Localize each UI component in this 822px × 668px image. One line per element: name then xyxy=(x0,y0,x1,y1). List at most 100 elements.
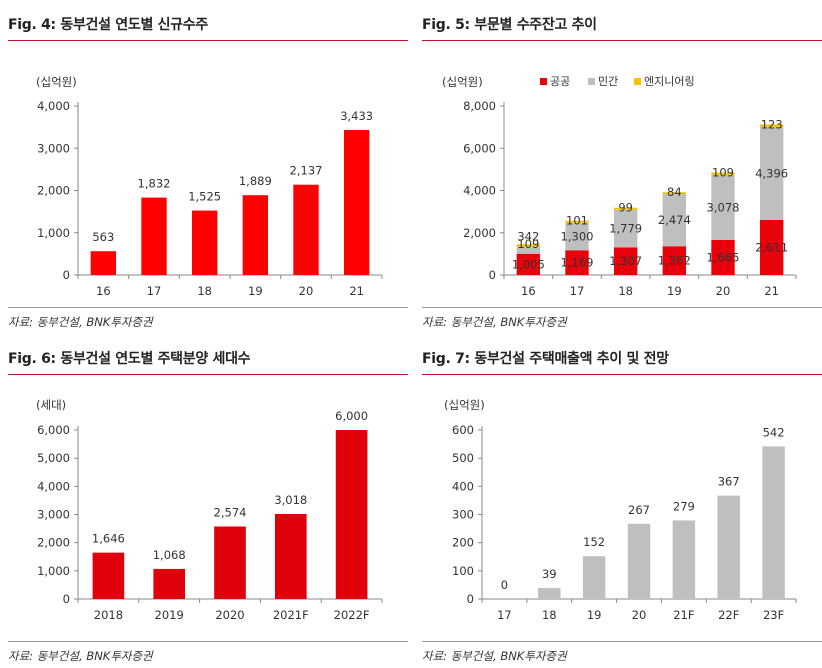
data-label: 367 xyxy=(718,475,740,489)
y-tick-label: 2,000 xyxy=(37,184,70,198)
source-rule xyxy=(422,307,822,308)
chart-title: Fig. 7: 동부건설 주택매출액 추이 및 전망 xyxy=(422,351,669,367)
bar xyxy=(141,197,167,275)
data-label: 0 xyxy=(501,578,508,592)
bar-segment-민간 xyxy=(565,222,589,251)
bar xyxy=(242,195,268,275)
data-label: 6,000 xyxy=(335,409,368,423)
bar xyxy=(627,523,651,599)
legend-swatch xyxy=(634,78,641,85)
bar-segment-엔지니어링 xyxy=(711,172,735,175)
y-tick-label: 8,000 xyxy=(463,99,496,113)
title-rule xyxy=(8,374,408,375)
x-tick-label: 17 xyxy=(570,284,585,298)
data-label: 4,396 xyxy=(755,166,788,180)
bar-segment-공공 xyxy=(662,246,687,275)
chart-title: Fig. 5: 부문별 수주잔고 추이 xyxy=(422,17,597,33)
data-label: 101 xyxy=(566,214,588,228)
y-tick-label: 2,000 xyxy=(37,536,70,550)
y-tick-label: 0 xyxy=(63,268,70,282)
bar-segment-엔지니어링 xyxy=(516,244,541,247)
legend-label: 공공 xyxy=(550,75,570,88)
x-tick-label: 21 xyxy=(349,284,364,298)
x-tick-label: 17 xyxy=(497,608,512,622)
data-label: 99 xyxy=(618,201,633,215)
data-label: 109 xyxy=(712,166,734,180)
x-tick-label: 20 xyxy=(632,608,647,622)
source-rule xyxy=(422,641,822,642)
bar xyxy=(344,129,370,275)
data-label: 563 xyxy=(92,230,114,244)
data-label: 279 xyxy=(673,499,695,513)
y-tick-label: 2,000 xyxy=(463,226,496,240)
title-rule xyxy=(422,40,822,41)
bar xyxy=(538,588,561,599)
fig5-panel: Fig. 5: 부문별 수주잔고 추이 (십억원) 0 2,000 4,000 6,00… xyxy=(422,14,822,334)
title-rule xyxy=(8,40,408,41)
y-tick-label: 300 xyxy=(452,508,474,522)
bar xyxy=(672,520,696,599)
y-tick-label: 1,000 xyxy=(37,564,70,578)
data-label: 1,068 xyxy=(153,548,186,562)
data-label: 1,665 xyxy=(707,250,740,264)
source-note: 자료: 동부건설, BNK투자증권 xyxy=(8,315,153,329)
y-tick-label: 400 xyxy=(452,479,474,493)
fig5-chart: (십억원) 0 2,000 4,000 6,000 8,000 16 17 18 19 20 21 공공… xyxy=(442,75,797,298)
x-tick-label: 18 xyxy=(542,608,557,622)
y-tick-label: 3,000 xyxy=(37,508,70,522)
bar xyxy=(293,184,319,275)
bar xyxy=(717,495,740,599)
y-unit-label: (십억원) xyxy=(36,75,77,89)
fig4-chart: (십억원) 0 1,000 2,000 3,000 4,000 16 17 18 19 20 21 56… xyxy=(36,75,383,298)
data-label: 1,169 xyxy=(561,256,594,270)
y-tick-label: 6,000 xyxy=(463,141,496,155)
bar-segment-엔지니어링 xyxy=(662,192,687,194)
y-tick-label: 100 xyxy=(452,564,474,578)
x-tick-label: 2021F xyxy=(273,608,309,622)
y-tick-label: 0 xyxy=(489,268,496,282)
bar xyxy=(92,552,125,599)
y-tick-label: 5,000 xyxy=(37,451,70,465)
x-tick-label: 2018 xyxy=(94,608,123,622)
bar-segment-민간 xyxy=(711,174,735,240)
x-tick-label: 21 xyxy=(764,284,779,298)
x-tick-label: 2020 xyxy=(215,608,244,622)
data-label: 542 xyxy=(763,425,785,439)
data-label: 2,611 xyxy=(755,240,788,254)
bar-segment-엔지니어링 xyxy=(613,207,638,210)
y-tick-label: 0 xyxy=(63,592,70,606)
data-label: 3,018 xyxy=(274,493,307,507)
y-tick-label: 4,000 xyxy=(37,479,70,493)
data-label: 1,889 xyxy=(239,174,272,188)
source-note: 자료: 동부건설, BNK투자증권 xyxy=(422,649,567,663)
data-label: 342 xyxy=(517,230,539,244)
data-label: 39 xyxy=(542,567,557,581)
x-tick-label: 2019 xyxy=(155,608,184,622)
bar xyxy=(274,513,307,599)
data-label: 3,078 xyxy=(707,200,740,214)
data-label: 2,574 xyxy=(214,505,247,519)
x-tick-label: 20 xyxy=(299,284,314,298)
data-label: 1,832 xyxy=(138,177,171,191)
y-tick-label: 500 xyxy=(452,451,474,465)
fig7-panel: Fig. 7: 동부건설 주택매출액 추이 및 전망 (십억원) 0 100 200 3… xyxy=(422,348,822,668)
chart-title: Fig. 6: 동부건설 연도별 주택분양 세대수 xyxy=(8,351,251,367)
y-tick-label: 600 xyxy=(452,423,474,437)
legend-swatch xyxy=(540,78,547,85)
data-label: 1,362 xyxy=(658,254,691,268)
data-label: 1,005 xyxy=(512,257,545,271)
data-label: 1,646 xyxy=(92,532,125,546)
y-tick-label: 0 xyxy=(467,592,474,606)
data-label: 123 xyxy=(761,117,783,131)
fig7-chart: (십억원) 0 100 200 300 400 500 600 17 18 19 20 21F 22F 23… xyxy=(444,398,797,622)
x-tick-label: 16 xyxy=(521,284,536,298)
x-tick-label: 18 xyxy=(618,284,633,298)
y-tick-label: 3,000 xyxy=(37,141,70,155)
legend-label: 엔지니어링 xyxy=(644,75,695,88)
x-tick-label: 21F xyxy=(673,608,694,622)
title-rule xyxy=(422,374,822,375)
y-tick-label: 4,000 xyxy=(37,99,70,113)
x-tick-label: 22F xyxy=(718,608,739,622)
data-label: 1,307 xyxy=(609,254,642,268)
fig6-chart: (세대) 0 1,000 2,000 3,000 4,000 5,000 6,000 2018 2… xyxy=(36,398,383,622)
